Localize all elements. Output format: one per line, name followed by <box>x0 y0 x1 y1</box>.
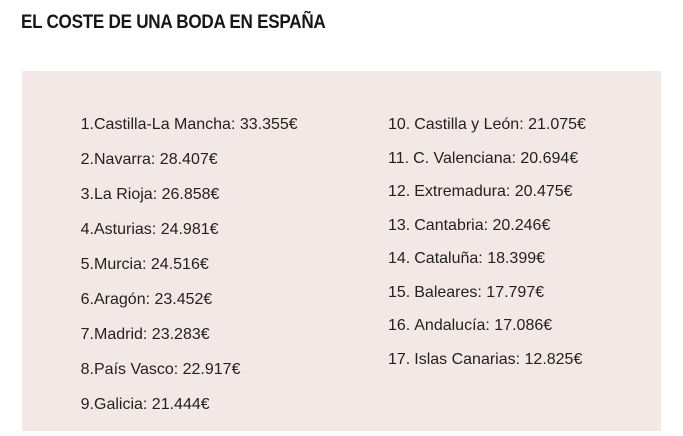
list-item: 10. Castilla y León: 21.075€ <box>388 115 586 149</box>
list-item: 13. Cantabria: 20.246€ <box>388 216 586 250</box>
item-number: 7. <box>80 326 94 343</box>
item-text: Madrid: 23.283€ <box>94 326 210 343</box>
item-text: Galicia: 21.444€ <box>94 396 210 413</box>
list-item: 12. Extremadura: 20.475€ <box>388 182 586 216</box>
item-number: 11. <box>388 149 410 167</box>
item-text: Castilla y León: 21.075€ <box>414 116 586 133</box>
item-number: 12. <box>388 183 411 200</box>
list-item: 16. Andalucía: 17.086€ <box>388 316 586 350</box>
item-text: Cataluña: 18.399€ <box>414 250 546 267</box>
list-item: 11. C. Valenciana: 20.694€ <box>388 149 586 183</box>
item-number: 14. <box>388 250 411 267</box>
item-text: Castilla-La Mancha: 33.355€ <box>94 116 298 133</box>
ranking-list-right: 10. Castilla y León: 21.075€ 11. C. Valenc… <box>388 115 586 383</box>
item-text: Andalucía: 17.086€ <box>414 317 553 334</box>
item-text: Islas Canarias: 12.825€ <box>414 350 583 368</box>
item-text: C. Valenciana: 20.694€ <box>413 149 579 167</box>
list-item: 15. Baleares: 17.797€ <box>388 283 586 317</box>
item-number: 2. <box>80 151 94 168</box>
item-number: 9. <box>80 396 94 413</box>
item-text: Navarra: 28.407€ <box>94 151 218 168</box>
item-text: La Rioja: 26.858€ <box>94 186 220 203</box>
item-number: 17. <box>388 350 411 368</box>
item-text: Baleares: 17.797€ <box>414 283 545 301</box>
list-item: 14. Cataluña: 18.399€ <box>388 249 586 283</box>
item-text: Murcia: 24.516€ <box>94 256 209 273</box>
ranking-panel: 1. Castilla-La Mancha: 33.355€ 2. Navarr… <box>22 71 661 431</box>
item-text: Cantabria: 20.246€ <box>414 216 551 234</box>
item-text: País Vasco: 22.917€ <box>94 361 241 378</box>
item-number: 16. <box>388 317 411 334</box>
list-item: 17. Islas Canarias: 12.825€ <box>388 350 586 384</box>
item-number: 1. <box>80 116 94 133</box>
item-number: 8. <box>80 361 94 378</box>
item-text: Asturias: 24.981€ <box>94 221 219 238</box>
item-number: 3. <box>80 186 94 203</box>
item-text: Extremadura: 20.475€ <box>414 183 573 200</box>
item-number: 4. <box>80 221 94 238</box>
item-number: 5. <box>80 256 94 273</box>
item-number: 10. <box>388 116 411 133</box>
item-number: 13. <box>388 216 411 234</box>
item-number: 15. <box>388 283 411 301</box>
item-number: 6. <box>80 291 94 308</box>
item-text: Aragón: 23.452€ <box>94 291 213 308</box>
page-title: EL COSTE DE UNA BODA EN ESPAÑA <box>21 12 326 33</box>
